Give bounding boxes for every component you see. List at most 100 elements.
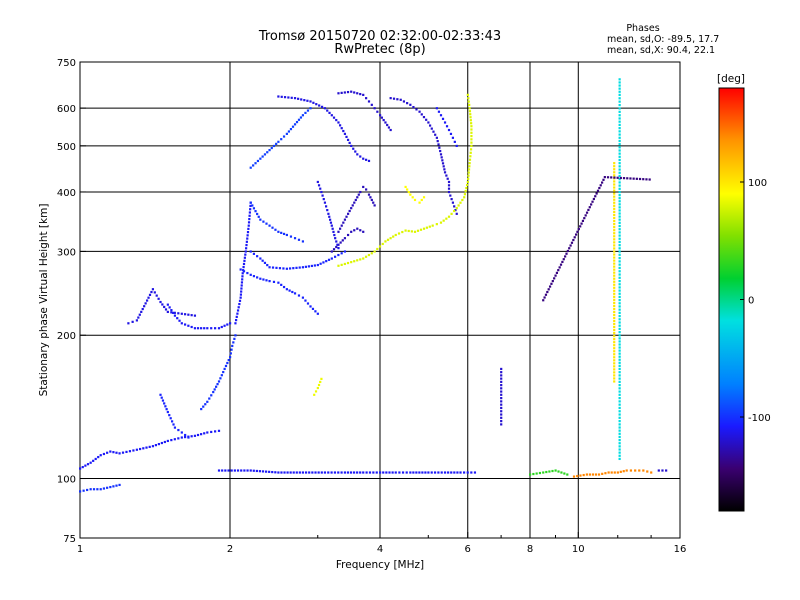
data-point (311, 471, 314, 474)
data-point (470, 144, 473, 148)
data-point (543, 296, 546, 299)
data-point (548, 470, 551, 473)
data-point (435, 136, 438, 139)
data-point (148, 445, 151, 448)
data-point (570, 241, 574, 244)
data-point (380, 116, 383, 119)
data-point (142, 447, 145, 450)
data-point (591, 473, 595, 476)
data-point (170, 311, 173, 314)
data-point (618, 110, 621, 113)
data-point (613, 219, 616, 223)
data-point (618, 432, 621, 435)
data-point (343, 237, 347, 240)
data-point (200, 407, 203, 411)
data-point (401, 230, 404, 234)
data-point (618, 168, 621, 171)
data-point (618, 143, 621, 146)
data-point (370, 252, 373, 255)
data-point (295, 120, 299, 124)
data-point (277, 140, 280, 143)
data-point (613, 244, 616, 247)
data-point (346, 90, 350, 94)
data-point (323, 201, 327, 204)
data-point (237, 306, 240, 309)
data-point (564, 255, 567, 258)
data-point (173, 426, 177, 429)
data-point (322, 198, 325, 201)
data-point (262, 220, 265, 223)
data-point (606, 176, 610, 179)
data-point (365, 188, 368, 191)
x-tick-label: 8 (527, 544, 533, 555)
data-point (190, 435, 193, 438)
data-point (301, 240, 305, 243)
data-point (332, 116, 336, 119)
data-point (145, 446, 148, 449)
data-point (362, 257, 365, 260)
data-point (222, 370, 225, 374)
data-point (613, 362, 616, 365)
data-point (618, 416, 621, 419)
data-point (362, 93, 365, 96)
data-point (367, 193, 371, 196)
data-point (397, 232, 401, 235)
data-point (187, 324, 190, 327)
data-point (613, 353, 616, 356)
data-point (144, 302, 147, 305)
data-point (319, 187, 322, 190)
data-point (613, 250, 616, 253)
data-point (572, 475, 576, 478)
data-point (551, 469, 554, 473)
data-point (327, 212, 330, 215)
data-point (247, 224, 250, 227)
data-point (306, 99, 309, 102)
data-point (618, 231, 621, 234)
data-point (597, 473, 601, 476)
data-point (166, 310, 169, 314)
data-point (585, 473, 588, 476)
data-point (232, 341, 235, 344)
data-point (391, 471, 394, 474)
data-point (618, 87, 621, 90)
data-point (618, 445, 621, 448)
data-point (613, 195, 616, 198)
data-point (618, 374, 621, 377)
data-point (223, 367, 226, 371)
data-point (618, 420, 621, 423)
data-point (169, 417, 172, 420)
data-point (264, 470, 268, 473)
data-point (285, 267, 288, 270)
data-point (613, 374, 616, 377)
data-point (618, 152, 621, 155)
data-point (618, 133, 621, 136)
data-point (141, 307, 144, 311)
data-point (334, 237, 337, 240)
data-point (635, 177, 638, 180)
data-point (446, 177, 449, 180)
data-point (224, 469, 227, 472)
data-point (613, 347, 616, 350)
data-point (468, 162, 471, 165)
colorbar-tick-label: 0 (748, 296, 754, 307)
data-point (213, 388, 216, 391)
data-point (357, 193, 360, 196)
data-point (453, 205, 456, 208)
data-point (618, 127, 621, 130)
data-point (425, 118, 428, 121)
data-point (466, 180, 469, 184)
data-point (274, 228, 277, 231)
data-point (529, 473, 532, 476)
data-point (241, 278, 244, 281)
data-point (342, 129, 345, 133)
data-point (618, 314, 621, 318)
data-point (252, 252, 256, 255)
data-point (345, 135, 348, 138)
data-point (317, 184, 321, 187)
data-point (450, 212, 453, 215)
data-point (259, 277, 262, 280)
data-point (318, 104, 321, 107)
data-point (618, 364, 621, 367)
data-point (326, 209, 329, 212)
data-point (196, 327, 200, 330)
